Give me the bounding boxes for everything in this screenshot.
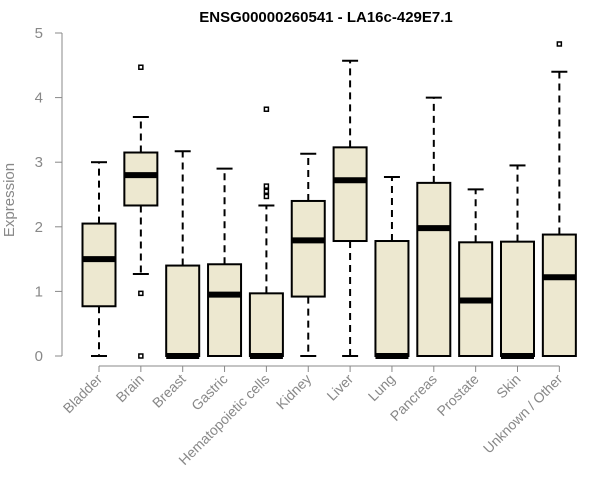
x-tick-label-unknown-other: Unknown / Other <box>480 371 566 457</box>
x-tick-label-bladder: Bladder <box>60 371 106 417</box>
outlier-point <box>138 64 144 70</box>
iqr-box <box>374 240 410 357</box>
y-axis-label: Expression <box>1 163 18 237</box>
box-brain <box>123 64 159 359</box>
box-skin <box>500 164 535 359</box>
x-tick-label-prostate: Prostate <box>434 371 482 419</box>
chart-title: ENSG00000260541 - LA16c-429E7.1 <box>199 9 453 26</box>
outlier-point <box>263 183 270 189</box>
x-tick-label-skin: Skin <box>493 371 524 402</box>
x-tick-label-pancreas: Pancreas <box>387 371 440 424</box>
boxes-layer <box>81 41 577 359</box>
iqr-box <box>416 181 452 357</box>
iqr-box <box>81 222 117 308</box>
iqr-box <box>123 151 159 207</box>
box-gastric <box>207 167 243 358</box>
box-prostate <box>458 188 494 357</box>
iqr-box <box>165 264 201 357</box>
x-tick-label-kidney: Kidney <box>273 371 315 413</box>
iqr-box <box>290 199 326 298</box>
iqr-box <box>500 240 535 358</box>
x-tick-label-brain: Brain <box>113 371 147 405</box>
outlier-point <box>138 353 144 359</box>
box-liver <box>332 59 368 357</box>
x-tick-label-breast: Breast <box>149 371 189 411</box>
y-tick-label: 1 <box>35 283 43 300</box>
x-tick-label-liver: Liver <box>323 371 356 404</box>
outlier-point <box>263 106 270 112</box>
box-kidney <box>290 152 326 357</box>
outlier-point <box>556 41 563 47</box>
box-breast <box>165 150 201 359</box>
y-tick-label: 0 <box>35 348 43 365</box>
iqr-box <box>541 233 577 357</box>
box-hematopoietic-cells <box>248 106 284 359</box>
outlier-point <box>263 193 270 200</box>
iqr-box <box>248 292 284 358</box>
box-bladder <box>81 161 117 357</box>
y-tick-label: 3 <box>35 154 43 171</box>
outlier-point <box>263 188 270 195</box>
y-axis: 0 1 2 3 4 5 <box>35 25 63 365</box>
x-tick-label-lung: Lung <box>365 371 398 404</box>
box-pancreas <box>416 96 452 357</box>
iqr-box <box>207 263 243 358</box>
outlier-point <box>138 290 144 297</box>
y-tick-label: 2 <box>35 219 43 236</box>
iqr-box <box>332 146 368 243</box>
y-tick-label: 4 <box>35 90 43 107</box>
box-lung <box>374 176 410 359</box>
box-unknown-other <box>541 41 577 357</box>
y-tick-label: 5 <box>35 25 43 42</box>
